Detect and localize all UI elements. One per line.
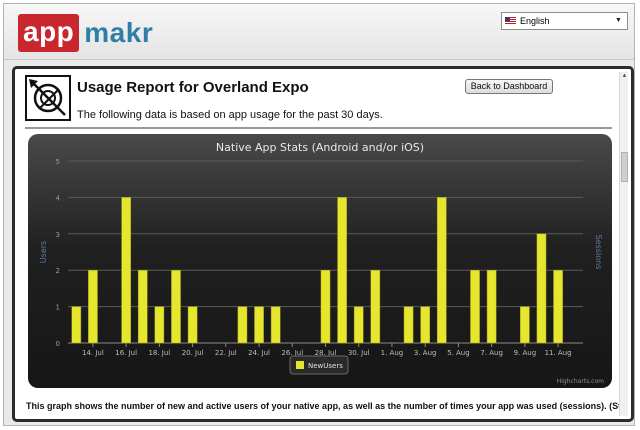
legend-box <box>289 355 349 375</box>
bar-14-jul <box>88 269 98 344</box>
back-to-dashboard-button[interactable]: Back to Dashboard <box>465 79 553 94</box>
page-subtitle: The following data is based on app usage… <box>77 109 383 121</box>
x-tick-label: 3. Aug <box>414 349 437 357</box>
x-tick-label: 5. Aug <box>447 349 470 357</box>
x-tick-label: 18. Jul <box>148 349 170 357</box>
y-axis-label: Users <box>39 241 48 263</box>
bar-13-jul <box>71 306 82 344</box>
page-title: Usage Report for Overland Expo <box>77 79 309 96</box>
app-header: app makr English ▼ <box>4 4 634 60</box>
bar-28-jul <box>320 269 331 344</box>
x-tick-label: 11. Aug <box>545 349 572 357</box>
chart-svg: Native App Stats (Android and/or iOS) 0 1 2… <box>39 141 604 385</box>
chart-description: This graph shows the number of new and a… <box>26 401 619 411</box>
language-select[interactable]: English ▼ <box>501 12 628 30</box>
chart-credit: Highcharts.com <box>557 378 604 385</box>
bar-20-jul <box>187 306 198 344</box>
us-flag-icon <box>505 17 516 25</box>
bar-16-jul <box>121 197 131 344</box>
logo-makr-part: makr <box>84 17 154 48</box>
bar-11-aug <box>553 269 563 344</box>
bar-3-aug <box>420 306 430 344</box>
x-tick-label: 9. Aug <box>514 349 537 357</box>
bar-24-jul <box>254 306 264 344</box>
x-tick-label: 7. Aug <box>480 349 503 357</box>
logo-app-part: app <box>18 14 80 52</box>
y-tick-label: 1 <box>56 304 60 312</box>
bar-29-jul <box>337 197 347 344</box>
native-app-stats-chart: Native App Stats (Android and/or iOS) 0 1 2… <box>28 134 612 388</box>
bar-30-jul <box>353 306 364 344</box>
y2-axis-label: Sessions <box>594 235 603 270</box>
report-content: Usage Report for Overland Expo The follo… <box>18 72 619 416</box>
browser-frame: app makr English ▼ Usage Report for Over… <box>3 3 635 426</box>
legend-label: NewUsers <box>308 362 343 370</box>
bar-31-jul <box>370 269 381 344</box>
y-tick-label: 3 <box>56 231 60 239</box>
chart-title: Native App Stats (Android and/or iOS) <box>216 141 424 154</box>
compass-report-icon <box>25 75 71 121</box>
x-tick-label: 14. Jul <box>82 349 104 357</box>
y-tick-label: 4 <box>56 194 61 202</box>
x-tick-label: 22. Jul <box>215 349 237 357</box>
y-tick-label: 5 <box>56 158 60 166</box>
bar-2-aug <box>403 306 414 344</box>
bar-23-jul <box>237 306 248 344</box>
appmakr-logo[interactable]: app makr <box>18 14 153 52</box>
language-value: English <box>520 16 550 26</box>
bar-7-aug <box>486 269 497 344</box>
bar-19-jul <box>171 269 181 344</box>
divider <box>25 127 612 129</box>
bar-4-aug <box>436 197 447 344</box>
bar-18-jul <box>154 306 165 344</box>
y-tick-label: 0 <box>56 340 60 348</box>
bar-17-jul <box>137 269 148 344</box>
y-tick-label: 2 <box>56 267 60 275</box>
scroll-thumb[interactable] <box>621 152 628 182</box>
x-tick-label: 28. Jul <box>315 349 337 357</box>
x-tick-label: 16. Jul <box>115 349 137 357</box>
bar-10-aug <box>536 233 547 344</box>
vertical-scrollbar[interactable]: ▲ <box>619 72 628 416</box>
scroll-up-icon[interactable]: ▲ <box>621 73 628 79</box>
x-tick-label: 26. Jul <box>281 349 303 357</box>
bar-25-jul <box>270 306 281 344</box>
x-tick-label: 30. Jul <box>348 349 370 357</box>
x-tick-label: 20. Jul <box>182 349 204 357</box>
bar-6-aug <box>470 269 480 344</box>
legend-swatch <box>296 361 304 369</box>
x-tick-label: 1. Aug <box>381 349 404 357</box>
bar-9-aug <box>520 306 530 344</box>
chevron-down-icon[interactable]: ▼ <box>615 17 622 24</box>
report-panel: Usage Report for Overland Expo The follo… <box>12 66 634 422</box>
x-tick-label: 24. Jul <box>248 349 270 357</box>
